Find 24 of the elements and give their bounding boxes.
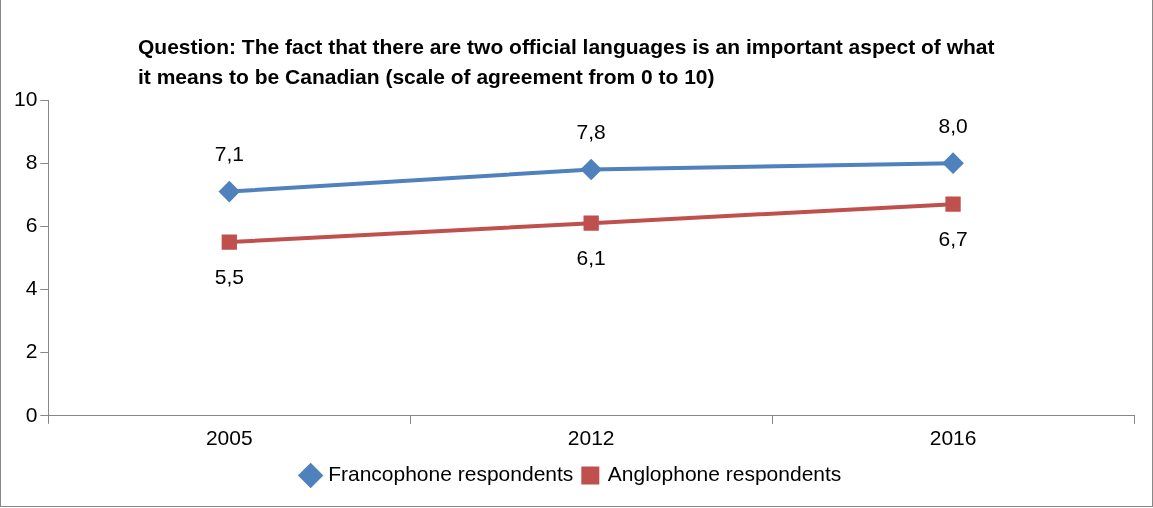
y-tick-label: 0 xyxy=(25,402,38,426)
y-tick-label: 8 xyxy=(25,149,38,173)
data-label: 8,0 xyxy=(938,113,968,137)
legend-label: Francophone respondents xyxy=(328,462,574,486)
data-label: 7,8 xyxy=(576,120,606,144)
y-tick-label: 2 xyxy=(25,339,38,363)
point xyxy=(583,215,599,231)
legend-label: Anglophone respondents xyxy=(607,462,842,486)
data-label: 6,1 xyxy=(576,245,606,269)
point xyxy=(581,159,602,180)
x-tick-label: 2005 xyxy=(205,426,253,450)
y-tick-label: 4 xyxy=(25,276,38,300)
data-label: 7,1 xyxy=(214,142,244,166)
x-tick-label: 2012 xyxy=(567,426,615,450)
chart-title: Question: The fact that there are two official languages is an important aspect of what it means to be Canadian (scale of agreement from 0 to 10) xyxy=(138,34,996,90)
x-tick-label: 2016 xyxy=(929,426,977,450)
y-tick-label: 10 xyxy=(14,86,38,110)
point xyxy=(943,153,964,174)
y-tick-label: 6 xyxy=(25,213,38,237)
data-label: 6,7 xyxy=(938,227,968,251)
point xyxy=(221,234,237,250)
point xyxy=(219,181,240,202)
data-label: 5,5 xyxy=(214,264,244,288)
point xyxy=(945,196,961,212)
